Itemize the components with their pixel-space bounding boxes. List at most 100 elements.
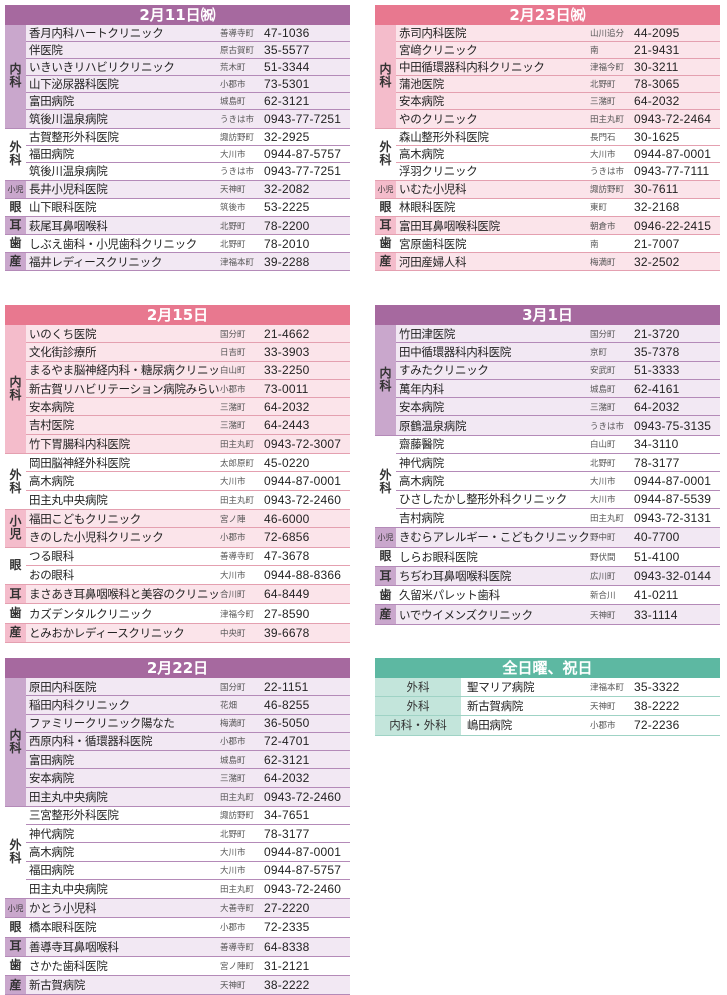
clinic-row: ファミリークリニック陽なた 梅満町 36-5050 xyxy=(26,714,350,733)
clinic-row: 筑後川温泉病院 うきは市 0943-77-7251 xyxy=(26,163,350,180)
clinic-area: 合川町 xyxy=(220,590,246,601)
clinic-name: 聖マリア病院 xyxy=(467,680,535,695)
clinic-row: すみたクリニック 安武町 51-3333 xyxy=(396,361,720,380)
clinic-area: 天神町 xyxy=(590,702,616,713)
clinic-name: 富田病院 xyxy=(29,94,74,109)
department-label: 産 xyxy=(375,605,396,624)
clinic-name: 田中循環器科内科医院 xyxy=(399,344,511,359)
clinic-area: 国分町 xyxy=(220,329,246,340)
clinic-area: 田主丸町 xyxy=(220,884,255,895)
clinic-name: おの眼科 xyxy=(29,568,74,582)
department-label: 歯 xyxy=(9,236,22,251)
clinic-row: しらお眼科医院 野伏間 51-4100 xyxy=(396,548,720,566)
clinic-row: きむらアレルギー・こどもクリニック 野中町 40-7700 xyxy=(396,528,720,547)
clinic-row: 新古賀病院 天神町 38-2222 xyxy=(26,976,350,995)
department-group: 小児 かとう小児科 大善寺町 27-2220 xyxy=(5,899,350,919)
clinic-area: 小郡市 xyxy=(220,737,246,748)
department-label: 産 xyxy=(375,253,396,271)
clinic-name: 赤司内科医院 xyxy=(399,26,467,41)
clinic-row: 山下眼科医院 筑後市 53-2225 xyxy=(26,199,350,216)
clinic-phone: 51-3344 xyxy=(264,60,310,75)
department-group: 外科 岡田脳神経外科医院 太郎原町 45-0220 高木病院 大川市 0944-87-000… xyxy=(5,454,350,510)
department-label: 耳 xyxy=(5,937,26,956)
clinic-name: 高木病院 xyxy=(399,474,444,489)
clinic-phone: 32-2082 xyxy=(264,182,310,197)
department-group: 外科 齋藤醫院 白山町 34-3110 神代病院 北野町 78-3177 高木病院 大川市 094… xyxy=(375,436,720,529)
clinic-row: 新古賀病院 天神町 38-2222 xyxy=(461,697,720,716)
clinic-area: 白山町 xyxy=(220,366,246,377)
clinic-area: 朝倉市 xyxy=(590,221,616,232)
clinic-row: 赤司内科医院 山川追分 44-2095 xyxy=(396,25,720,43)
department-label: 外科 xyxy=(375,678,461,697)
department-label: 眼 xyxy=(9,919,22,934)
clinic-area: 国分町 xyxy=(590,329,616,340)
clinic-name: 筑後川温泉病院 xyxy=(29,112,108,127)
clinic-area: 筑後市 xyxy=(220,203,246,214)
date-header: 2月22日 xyxy=(5,658,350,678)
department-label: 外科 xyxy=(379,140,392,168)
department-label: 産 xyxy=(5,253,26,271)
clinic-name: 高木病院 xyxy=(399,146,444,161)
clinic-phone: 64-8338 xyxy=(264,939,310,954)
clinic-row: 高木病院 大川市 0944-87-0001 xyxy=(26,843,350,862)
clinic-phone: 73-0011 xyxy=(264,381,309,396)
clinic-row: いでウイメンズクリニック 天神町 33-1114 xyxy=(396,605,720,624)
clinic-phone: 44-2095 xyxy=(634,26,680,41)
clinic-area: 荒木町 xyxy=(220,63,246,74)
clinic-row: 嶋田病院 小郡市 72-2236 xyxy=(461,716,720,735)
clinic-area: 津福今町 xyxy=(220,609,255,620)
clinic-phone: 36-5050 xyxy=(264,716,310,731)
clinic-name: 岡田脳神経外科医院 xyxy=(29,455,130,470)
clinic-area: 小郡市 xyxy=(590,721,616,732)
clinic-name: 三宮整形外科医院 xyxy=(29,808,119,823)
department-label: 外科 xyxy=(379,467,392,495)
clinic-row: 安本病院 三潴町 64-2032 xyxy=(396,398,720,417)
clinic-area: うきは市 xyxy=(590,421,625,432)
department-label: 耳 xyxy=(5,217,26,235)
clinic-name: 稲田内科クリニック xyxy=(29,697,130,712)
clinic-name: 富田病院 xyxy=(29,752,74,767)
clinic-phone: 72-2236 xyxy=(634,718,680,733)
clinic-row: やのクリニック 田主丸町 0943-72-2464 xyxy=(396,110,720,128)
clinic-row: 伴医院 原古賀町 35-5577 xyxy=(26,42,350,60)
clinic-phone: 0944-87-0001 xyxy=(264,844,342,859)
clinic-row: 富田耳鼻咽喉科医院 朝倉市 0946-22-2415 xyxy=(396,217,720,235)
clinic-row: 文化街診療所 日吉町 33-3903 xyxy=(26,343,350,362)
department-group: 内科 香月内科ハートクリニック 善導寺町 47-1036 伴医院 原古賀町 35-5577 い… xyxy=(5,25,350,129)
department-label: 小児 xyxy=(375,180,396,198)
schedule-block: 全日曜、祝日 外科 聖マリア病院 津福本町 35-3322 外科 新古賀病院 天神町 38-22… xyxy=(375,658,720,736)
clinic-name: ちぢわ耳鼻咽喉科医院 xyxy=(399,569,511,583)
department-group: 産福井レディースクリニック 津福本町 39-2288 xyxy=(5,253,350,272)
clinic-phone: 53-2225 xyxy=(264,200,310,215)
clinic-area: 諏訪野町 xyxy=(590,185,625,196)
clinic-area: 大川市 xyxy=(220,847,246,858)
clinic-row: 三宮整形外科医院 諏訪野町 34-7651 xyxy=(26,807,350,825)
clinic-phone: 30-3211 xyxy=(634,60,679,75)
clinic-name: ファミリークリニック陽なた xyxy=(29,716,175,731)
clinic-area: 北野町 xyxy=(220,829,246,840)
clinic-phone: 62-4161 xyxy=(634,381,680,396)
clinic-row: きのした小児科クリニック 小郡市 72-6856 xyxy=(26,528,350,547)
clinic-name: 竹下胃腸科内科医院 xyxy=(29,436,130,451)
clinic-row: 香月内科ハートクリニック 善導寺町 47-1036 xyxy=(26,25,350,43)
clinic-area: 津福今町 xyxy=(590,63,625,74)
clinic-name: 萩尾耳鼻咽喉科 xyxy=(29,218,108,233)
clinic-name: かとう小児科 xyxy=(29,901,97,916)
clinic-name: 原田内科医院 xyxy=(29,679,97,694)
clinic-area: 中央町 xyxy=(220,628,246,639)
clinic-row: 筑後川温泉病院 うきは市 0943-77-7251 xyxy=(26,110,350,128)
clinic-phone: 78-3177 xyxy=(634,455,680,470)
department-group: 歯しぶえ歯科・小児歯科クリニック 北野町 78-2010 xyxy=(5,235,350,254)
clinic-name: すみたクリニック xyxy=(399,363,489,378)
clinic-area: 日吉町 xyxy=(220,347,246,358)
department-group: 眼しらお眼科医院 野伏間 51-4100 xyxy=(375,548,720,567)
schedule-block: 2月11日㈷ 内科 香月内科ハートクリニック 善導寺町 47-1036 伴医院 原古賀町 35… xyxy=(5,5,350,272)
clinic-phone: 45-0220 xyxy=(264,455,310,470)
clinic-phone: 47-1036 xyxy=(264,26,310,41)
department-group: 耳善導寺耳鼻咽喉科 善導寺町 64-8338 xyxy=(5,937,350,957)
clinic-area: 白山町 xyxy=(590,440,616,451)
department-group: 小児 きむらアレルギー・こどもクリニック 野中町 40-7700 xyxy=(375,528,720,548)
clinic-phone: 40-7700 xyxy=(634,530,680,545)
department-label: 眼 xyxy=(379,549,392,564)
clinic-area: 善導寺町 xyxy=(220,552,255,563)
